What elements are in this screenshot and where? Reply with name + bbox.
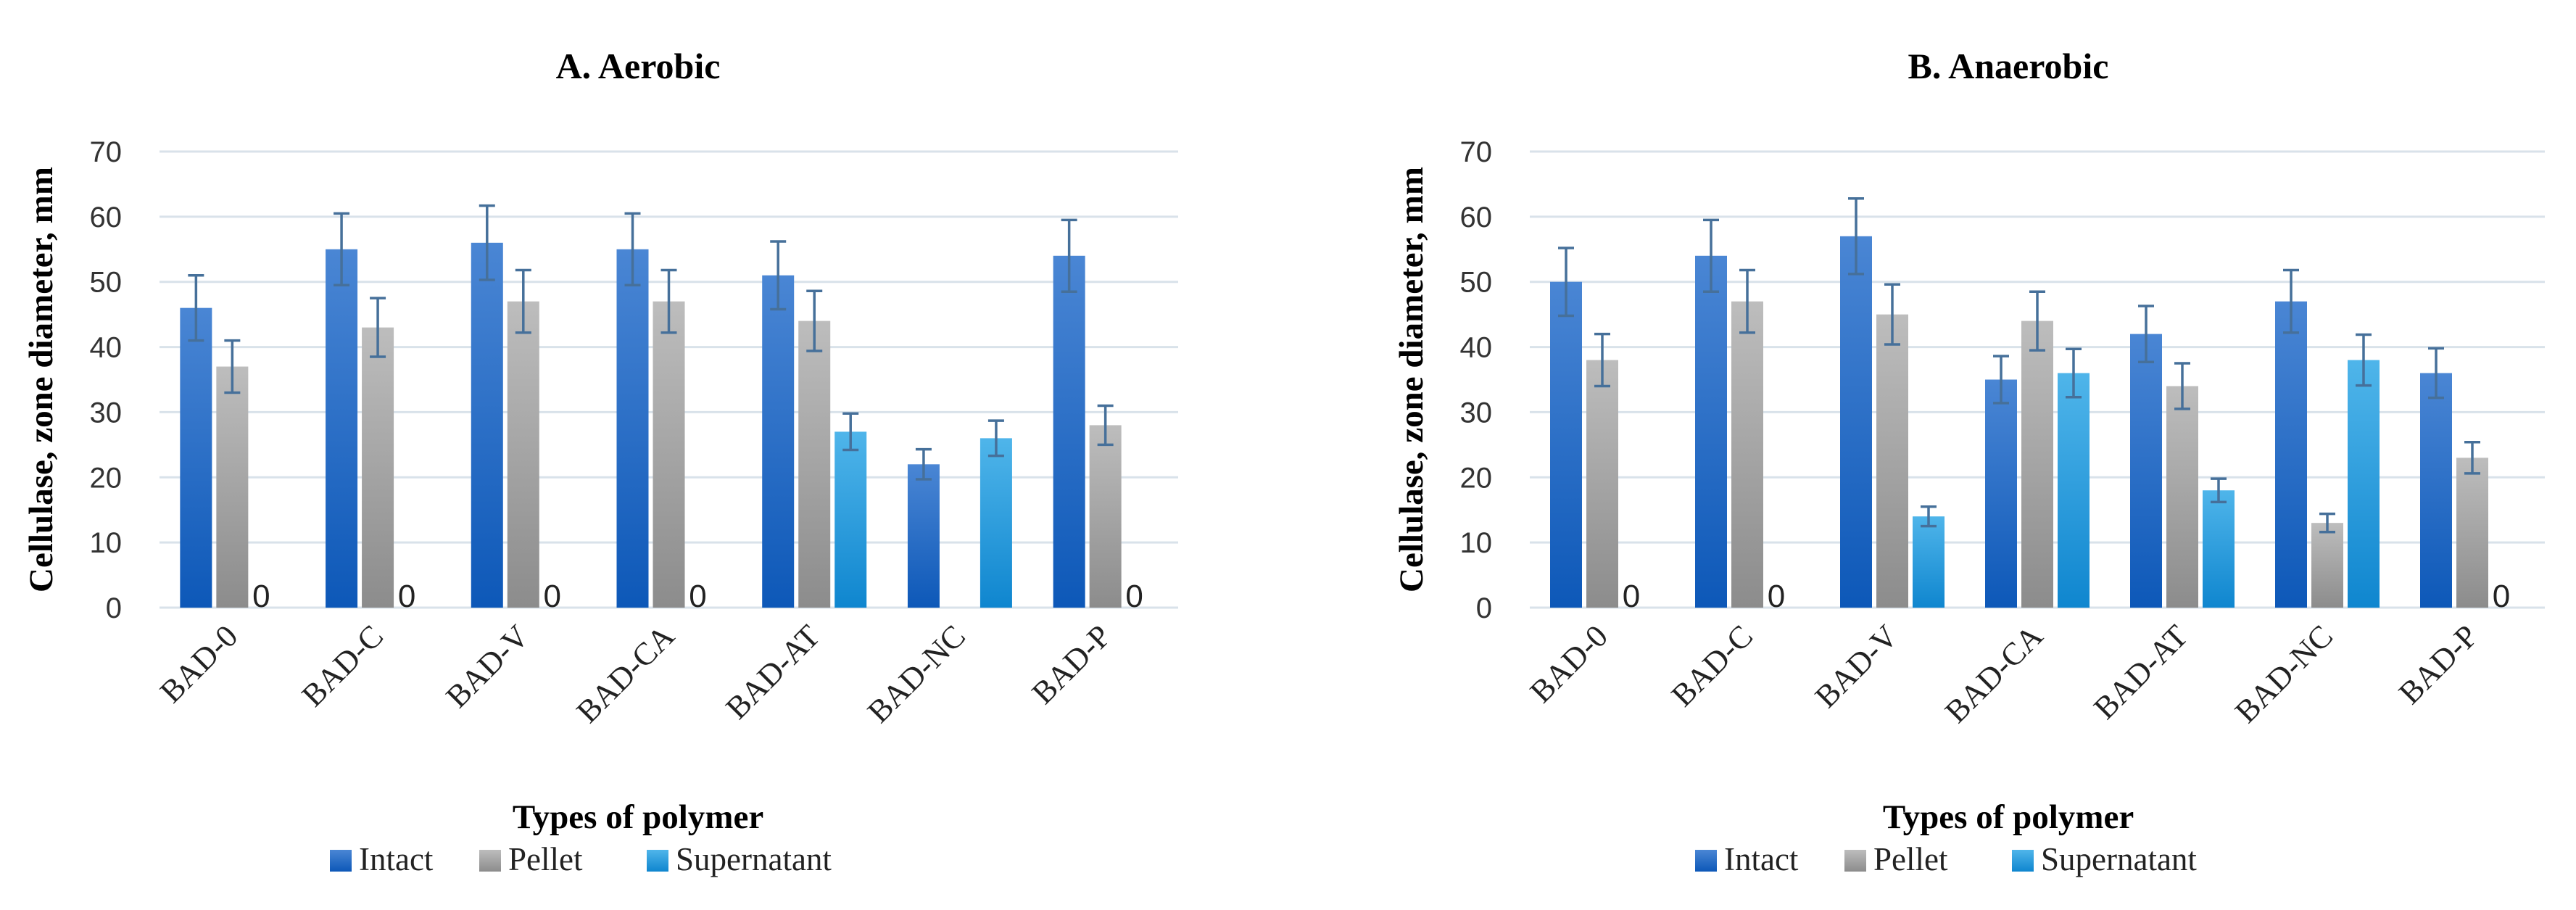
- bar-intact: [180, 307, 212, 608]
- data-label-zero: 0: [1623, 579, 1640, 614]
- chart-title: B. Anaerobic: [1908, 46, 2109, 86]
- x-axis-label: Types of polymer: [513, 798, 763, 836]
- y-axis-label: Cellulase, zone diameter, mm: [1393, 167, 1430, 592]
- y-tick-label: 60: [1460, 202, 1493, 233]
- legend-swatch-supernatant: [2012, 850, 2034, 872]
- bar-intact: [326, 249, 358, 608]
- data-label-zero: 0: [1125, 579, 1143, 614]
- bar-intact: [1985, 379, 2017, 608]
- bar-pellet: [1731, 301, 1763, 608]
- x-tick-label: BAD-NC: [2228, 618, 2340, 729]
- legend-swatch-pellet: [1844, 850, 1866, 872]
- bar-intact: [1695, 255, 1727, 608]
- bar-pellet: [362, 327, 394, 608]
- x-tick-label: BAD-0: [153, 618, 244, 709]
- bar-pellet: [1586, 360, 1618, 608]
- bar-pellet: [216, 366, 249, 608]
- bar-supernatant: [2058, 373, 2090, 608]
- y-tick-label: 20: [1460, 462, 1493, 494]
- y-tick-label: 70: [90, 136, 123, 168]
- bar-intact: [1550, 281, 1582, 608]
- legend-label-intact: Intact: [1724, 841, 1799, 877]
- x-tick-label: BAD-V: [1808, 618, 1905, 714]
- bar-supernatant: [980, 438, 1012, 608]
- y-tick-label: 70: [1460, 136, 1493, 168]
- data-label-zero: 0: [2493, 579, 2510, 614]
- y-tick-label: 0: [1476, 592, 1492, 624]
- bar-intact: [471, 242, 503, 608]
- x-tick-label: BAD-AT: [719, 618, 827, 726]
- bar-pellet: [798, 320, 831, 608]
- x-tick-label: BAD-V: [439, 618, 536, 714]
- data-label-zero: 0: [398, 579, 415, 614]
- panel-b-chart: B. Anaerobic 0 10 20 30 40 50 60 70 Cellulase, zo…: [1393, 46, 2545, 877]
- x-tick-label: BAD-P: [1025, 618, 1118, 711]
- bar-pellet: [653, 301, 685, 608]
- bar-pellet: [507, 301, 539, 608]
- y-tick-label: 40: [90, 332, 123, 364]
- y-tick-label: 40: [1460, 332, 1493, 364]
- legend-label-supernatant: Supernatant: [2041, 841, 2197, 877]
- data-label-zero: 0: [544, 579, 561, 614]
- legend-label-supernatant: Supernatant: [676, 841, 832, 877]
- legend-swatch-intact: [330, 850, 352, 872]
- bar-intact: [762, 275, 795, 608]
- data-label-zero: 0: [252, 579, 270, 614]
- legend-swatch-pellet: [479, 850, 501, 872]
- x-tick-label: BAD-P: [2392, 618, 2485, 711]
- bar-intact: [2275, 301, 2307, 608]
- y-tick-label: 50: [1460, 267, 1493, 299]
- legend-label-pellet: Pellet: [1873, 841, 1948, 877]
- y-tick-label: 60: [90, 202, 123, 233]
- y-tick-label: 10: [90, 527, 123, 559]
- y-tick-label: 50: [90, 267, 123, 299]
- x-axis-label: Types of polymer: [1883, 798, 2134, 836]
- chart-title: A. Aerobic: [556, 46, 721, 86]
- bar-pellet: [1089, 425, 1122, 608]
- bar-intact: [907, 464, 940, 608]
- data-label-zero: 0: [689, 579, 706, 614]
- bar-supernatant: [2348, 360, 2380, 608]
- x-tick-label: BAD-CA: [570, 618, 682, 729]
- x-tick-label: BAD-0: [1523, 618, 1615, 709]
- x-tick-label: BAD-C: [295, 618, 390, 713]
- bar-intact: [1840, 236, 1872, 608]
- data-label-zero: 0: [1768, 579, 1785, 614]
- bar-intact: [616, 249, 649, 608]
- bar-intact: [1053, 255, 1085, 608]
- x-tick-label: BAD-AT: [2087, 618, 2195, 726]
- y-tick-label: 30: [1460, 397, 1493, 429]
- y-tick-label: 0: [106, 592, 122, 624]
- bar-pellet: [2456, 458, 2488, 608]
- bar-pellet: [2166, 386, 2198, 608]
- y-tick-label: 20: [90, 462, 123, 494]
- y-tick-label: 30: [90, 397, 123, 429]
- panel-a-chart: A. Aerobic 0 10 20 30 40 50 60 70 Cellulase, zone…: [22, 46, 1178, 877]
- bar-supernatant: [834, 431, 867, 608]
- legend-swatch-intact: [1695, 850, 1717, 872]
- bar-intact: [2130, 334, 2162, 608]
- legend-swatch-supernatant: [647, 850, 668, 872]
- bar-pellet: [1876, 314, 1908, 608]
- bar-supernatant: [1913, 516, 1945, 608]
- x-tick-label: BAD-C: [1665, 618, 1760, 713]
- y-axis-label: Cellulase, zone diameter, mm: [22, 167, 60, 592]
- x-tick-label: BAD-CA: [1938, 618, 2050, 729]
- legend-label-pellet: Pellet: [508, 841, 583, 877]
- y-tick-label: 10: [1460, 527, 1493, 559]
- legend-label-intact: Intact: [359, 841, 434, 877]
- x-tick-label: BAD-NC: [861, 618, 972, 729]
- bar-supernatant: [2203, 490, 2235, 608]
- bar-intact: [2420, 373, 2452, 608]
- bar-pellet: [2311, 523, 2343, 608]
- bar-pellet: [2021, 320, 2053, 608]
